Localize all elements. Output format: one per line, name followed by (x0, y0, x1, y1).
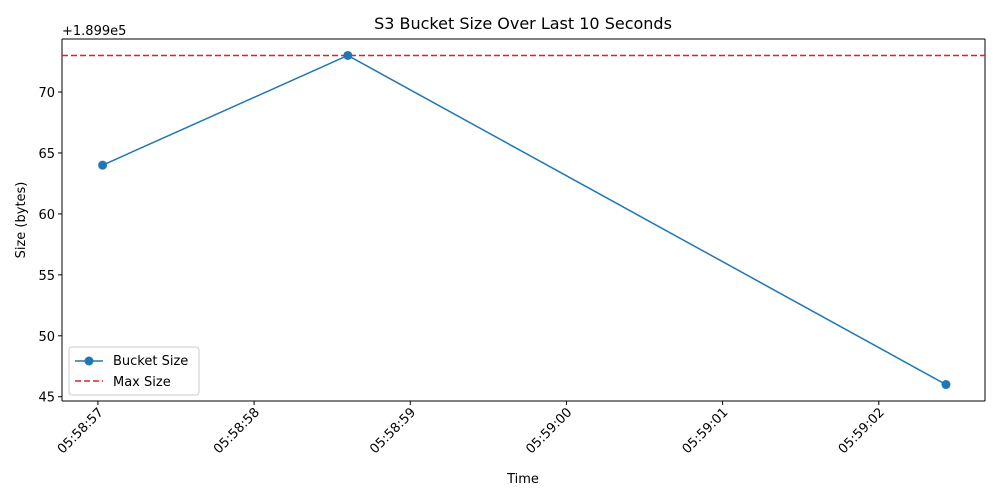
series-line-bucket-size (102, 54, 947, 386)
legend-marker-bucket-size (84, 356, 94, 366)
x-tick-label: 05:58:58 (211, 405, 263, 457)
x-axis-ticks: 05:58:57 05:58:58 05:58:59 05:59:00 05:59:01… (55, 401, 888, 457)
series-layer (98, 50, 951, 390)
y-axis-ticks: 45 50 55 60 65 70 (38, 86, 62, 406)
y-axis-label: Size (bytes) (14, 182, 29, 259)
legend-box (68, 346, 200, 396)
legend-label-bucket-size: Bucket Size (113, 354, 188, 369)
x-tick-label: 05:59:01 (680, 405, 732, 457)
data-point-bucket-size (343, 50, 353, 60)
y-tick-label: 70 (38, 86, 55, 101)
x-tick-label: 05:58:57 (55, 405, 107, 457)
y-tick-label: 45 (38, 391, 55, 406)
y-tick-label: 65 (38, 147, 55, 162)
y-tick-label: 50 (38, 330, 55, 345)
x-tick-label: 05:58:59 (367, 405, 419, 457)
legend-label-max-size: Max Size (113, 375, 171, 390)
data-point-bucket-size (98, 160, 108, 170)
y-tick-label: 60 (38, 208, 55, 223)
x-tick-label: 05:59:00 (523, 405, 575, 457)
legend: Bucket Size Max Size (68, 346, 200, 396)
y-tick-label: 55 (38, 269, 55, 284)
chart-title: S3 Bucket Size Over Last 10 Seconds (374, 14, 672, 33)
x-tick-label: 05:59:02 (836, 405, 888, 457)
plot-area (61, 38, 986, 402)
data-point-bucket-size (941, 380, 951, 390)
x-axis-label: Time (506, 472, 539, 487)
y-offset-label: +1.899e5 (62, 24, 126, 39)
